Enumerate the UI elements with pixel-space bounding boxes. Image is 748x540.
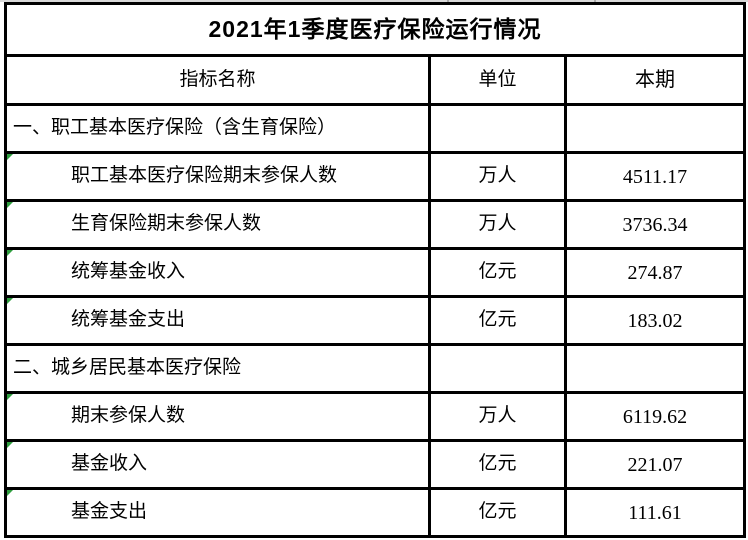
- table-row-section: 二、城乡居民基本医疗保险: [7, 346, 743, 394]
- cell-error-indicator-triangle-icon: [7, 442, 13, 448]
- row-label: 期末参保人数: [7, 394, 428, 439]
- table-title-row: 2021年1季度医疗保险运行情况: [7, 5, 743, 57]
- row-value: 274.87: [564, 250, 743, 295]
- column-header-unit: 单位: [428, 57, 564, 103]
- row-label: 基金收入: [7, 442, 428, 487]
- row-value: 183.02: [564, 298, 743, 343]
- row-value: 4511.17: [564, 154, 743, 199]
- row-label: 二、城乡居民基本医疗保险: [13, 357, 242, 379]
- row-label: 职工基本医疗保险期末参保人数: [7, 154, 428, 199]
- row-label-text: 统筹基金收入: [71, 261, 186, 283]
- row-value: 111.61: [564, 490, 743, 535]
- row-label: 统筹基金支出: [7, 298, 428, 343]
- row-unit: [428, 106, 564, 151]
- cell-error-indicator-triangle-icon: [7, 250, 13, 256]
- row-label-text: 生育保险期末参保人数: [71, 213, 262, 235]
- row-value: [564, 106, 743, 151]
- table-row: 期末参保人数 万人 6119.62: [7, 394, 743, 442]
- column-header-indicator: 指标名称: [179, 68, 256, 90]
- row-label-text: 期末参保人数: [71, 405, 186, 427]
- table-row: 生育保险期末参保人数 万人 3736.34: [7, 202, 743, 250]
- row-label: 一、职工基本医疗保险（含生育保险）: [13, 117, 337, 139]
- row-unit: 万人: [428, 202, 564, 247]
- cell-error-indicator-triangle-icon: [7, 394, 13, 400]
- table-row: 基金支出 亿元 111.61: [7, 490, 743, 535]
- table-row: 统筹基金支出 亿元 183.02: [7, 298, 743, 346]
- row-value: 3736.34: [564, 202, 743, 247]
- row-value: [564, 346, 743, 391]
- row-unit: [428, 346, 564, 391]
- row-unit: 亿元: [428, 490, 564, 535]
- row-unit: 亿元: [428, 298, 564, 343]
- row-value: 221.07: [564, 442, 743, 487]
- cell-error-indicator-triangle-icon: [7, 154, 13, 160]
- row-unit: 亿元: [428, 442, 564, 487]
- table-row-section: 一、职工基本医疗保险（含生育保险）: [7, 106, 743, 154]
- row-value: 6119.62: [564, 394, 743, 439]
- row-label-text: 基金收入: [71, 453, 148, 475]
- row-unit: 万人: [428, 394, 564, 439]
- row-unit: 万人: [428, 154, 564, 199]
- row-label-text: 基金支出: [71, 501, 148, 523]
- table-title: 2021年1季度医疗保险运行情况: [208, 15, 542, 42]
- insurance-report-table: 2021年1季度医疗保险运行情况 指标名称 单位 本期 一、职工基本医疗保险（含…: [4, 2, 746, 538]
- row-label-text: 职工基本医疗保险期末参保人数: [71, 165, 338, 187]
- cell-error-indicator-triangle-icon: [7, 202, 13, 208]
- cell-error-indicator-triangle-icon: [7, 490, 13, 496]
- row-label-text: 统筹基金支出: [71, 309, 186, 331]
- table-row: 统筹基金收入 亿元 274.87: [7, 250, 743, 298]
- row-unit: 亿元: [428, 250, 564, 295]
- row-label: 生育保险期末参保人数: [7, 202, 428, 247]
- cell-error-indicator-triangle-icon: [7, 298, 13, 304]
- table-header-row: 指标名称 单位 本期: [7, 57, 743, 106]
- row-label: 统筹基金收入: [7, 250, 428, 295]
- column-header-current-period: 本期: [564, 57, 743, 103]
- row-label: 基金支出: [7, 490, 428, 535]
- table-row: 基金收入 亿元 221.07: [7, 442, 743, 490]
- table-row: 职工基本医疗保险期末参保人数 万人 4511.17: [7, 154, 743, 202]
